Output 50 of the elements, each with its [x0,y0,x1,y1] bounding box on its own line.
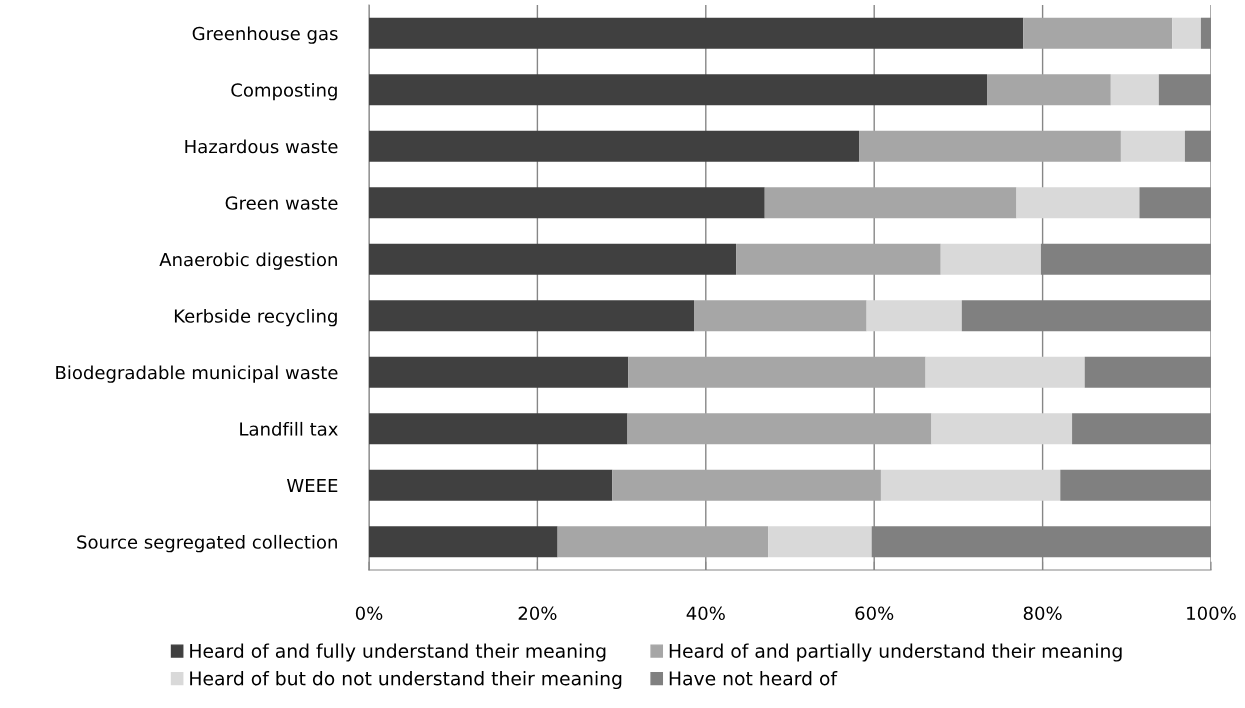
x-tick-label: 40% [686,606,725,621]
bar [369,74,988,106]
bar [369,526,558,558]
y-tick-label: Anaerobic digestion [159,252,337,270]
y-tick-label: Biodegradable municipal waste [56,365,338,383]
y-tick-label: Composting [231,82,337,101]
bar [369,243,737,275]
y-tick-label: Greenhouse gas [192,26,338,44]
bar [768,526,872,558]
x-tick-label: 0% [355,606,383,621]
y-tick-label: Source segregated collection [77,534,337,553]
y-tick-label: Hazardous waste [185,139,338,154]
legend-label: Heard of but do not understand their meaning [190,670,622,690]
bar [940,243,1041,275]
bar [369,356,629,388]
bar [987,74,1111,106]
bar [369,17,1024,49]
bar [931,413,1073,445]
bar [628,356,926,388]
bar [1110,74,1159,106]
bar [880,469,1061,501]
bar [627,413,932,445]
bar [925,356,1085,388]
bar [612,469,881,501]
legend-label: Heard of and partially understand their meaning [669,643,1122,662]
bar [369,130,860,162]
bar [694,300,867,332]
bar [736,243,941,275]
bar [764,187,1017,219]
bar [369,413,628,445]
bar [1016,187,1140,219]
x-tick-label: 20% [518,606,557,621]
bar [1172,17,1201,49]
y-tick-label: Landfill tax [240,421,338,436]
legend-label: Heard of and fully understand their meaning [190,643,606,662]
y-tick-label: WEEE [286,478,338,493]
bar [866,300,962,332]
bar [369,300,695,332]
bar [1023,17,1173,49]
bar [859,130,1121,162]
bar [369,187,765,219]
y-tick-label: Green waste [225,196,338,210]
y-tick-label: Kerbside recycling [174,308,337,327]
legend-label: Have not heard of [669,670,838,686]
bar [557,526,769,558]
bar [369,469,613,501]
x-tick-label: 100% [1187,606,1236,621]
x-tick-label: 80% [1023,606,1062,621]
x-tick-label: 60% [855,606,894,621]
bar [1120,130,1185,162]
